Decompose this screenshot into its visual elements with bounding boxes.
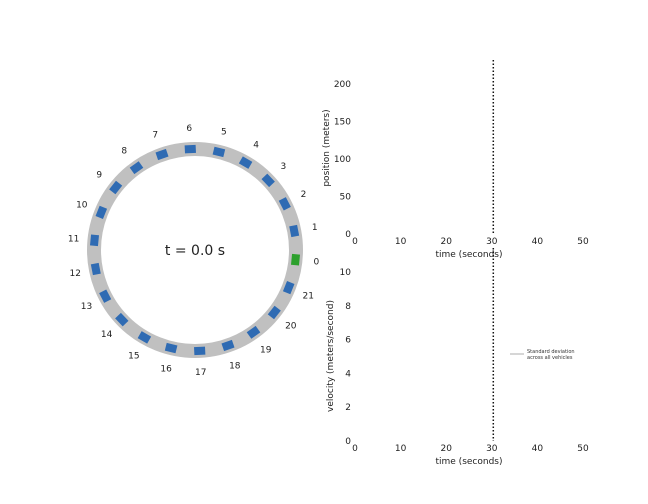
vel-xtick-label: 50	[577, 444, 589, 454]
vehicle-20	[267, 305, 281, 320]
pos-ytick-label: 150	[334, 118, 351, 128]
legend: Standard deviation across all vehicles	[510, 349, 575, 361]
vehicle-label-19: 19	[260, 345, 272, 355]
pos-xtick-label: 30	[486, 237, 498, 247]
pos-ytick-label: 50	[340, 193, 352, 203]
vel-ytick-label: 4	[345, 369, 351, 379]
pos-xtick-label: 10	[395, 237, 407, 247]
vehicle-3	[261, 173, 275, 188]
velocity-plot: 0 2 4 6 8 10 0 10 20 30 40 50 time (seconds) veloc…	[326, 248, 589, 467]
vehicle-label-13: 13	[81, 302, 92, 312]
vehicle-18	[221, 339, 235, 352]
vehicle-label-14: 14	[101, 330, 113, 340]
vehicle-14	[115, 312, 129, 327]
vehicle-19	[246, 325, 261, 339]
vehicle-label-4: 4	[253, 140, 259, 150]
vehicle-7	[155, 148, 169, 161]
vehicle-label-10: 10	[76, 201, 88, 211]
pos-xtick-label: 40	[532, 237, 544, 247]
vehicle-2	[278, 197, 291, 211]
pos-xtick-label: 50	[577, 237, 589, 247]
vehicle-21	[282, 281, 295, 295]
pos-xtick-label: 20	[440, 237, 452, 247]
vehicle-16	[164, 342, 178, 354]
vel-xtick-label: 40	[532, 444, 544, 454]
vehicle-label-5: 5	[221, 128, 227, 138]
vel-ytick-label: 6	[345, 336, 351, 346]
vehicle-5	[212, 146, 226, 158]
vel-ytick-label: 8	[345, 302, 351, 312]
velocity-ylabel: velocity (meters/second)	[326, 300, 336, 412]
vel-xtick-label: 0	[352, 444, 358, 454]
vehicle-label-7: 7	[152, 131, 158, 141]
time-label: t = 0.0 s	[165, 243, 225, 259]
vehicle-label-12: 12	[69, 269, 80, 279]
pos-ytick-label: 100	[334, 155, 351, 165]
vel-ytick-label: 0	[345, 437, 351, 447]
velocity-xlabel: time (seconds)	[435, 457, 502, 467]
vehicle-10	[95, 205, 108, 219]
vehicle-label-18: 18	[229, 361, 241, 371]
vel-ytick-label: 10	[340, 268, 352, 278]
vehicle-8	[129, 161, 144, 175]
vehicle-label-3: 3	[281, 162, 287, 172]
pos-xtick-label: 0	[352, 237, 358, 247]
vehicle-label-6: 6	[186, 124, 192, 134]
vehicle-label-8: 8	[121, 147, 127, 157]
vehicle-label-2: 2	[301, 190, 307, 200]
vehicle-11	[89, 234, 100, 247]
vehicle-label-17: 17	[195, 368, 206, 378]
vehicle-label-9: 9	[96, 171, 102, 181]
vel-ytick-label: 2	[345, 403, 351, 413]
vehicle-label-0: 0	[314, 258, 320, 268]
vel-xtick-label: 10	[395, 444, 407, 454]
vehicle-label-20: 20	[285, 322, 297, 332]
vehicle-13	[99, 289, 112, 303]
vel-xtick-label: 30	[486, 444, 498, 454]
vehicle-label-11: 11	[68, 234, 79, 244]
pos-ytick-label: 200	[334, 80, 351, 90]
vehicle-9	[109, 180, 123, 195]
position-xlabel: time (seconds)	[435, 250, 502, 260]
vehicle-17	[194, 346, 206, 356]
vehicle-label-21: 21	[302, 291, 313, 301]
vel-xtick-label: 20	[440, 444, 452, 454]
vehicle-6	[184, 144, 196, 154]
vehicle-1	[289, 224, 300, 238]
vehicle-12	[90, 262, 101, 276]
vehicle-label-15: 15	[128, 352, 139, 362]
pos-ytick-label: 0	[345, 230, 351, 240]
legend-entry-line1: Standard deviation	[527, 349, 575, 355]
vehicle-0	[290, 253, 301, 266]
vehicle-label-1: 1	[312, 223, 318, 233]
legend-entry-line2: across all vehicles	[527, 355, 573, 361]
vehicle-4	[238, 156, 253, 169]
position-ylabel: position (meters)	[322, 109, 332, 186]
vehicle-15	[137, 331, 152, 344]
vehicle-label-16: 16	[160, 365, 172, 375]
